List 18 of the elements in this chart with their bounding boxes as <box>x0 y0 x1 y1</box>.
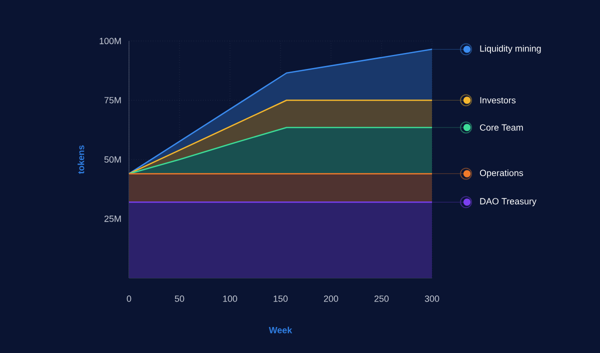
legend-label: Operations <box>480 170 524 178</box>
x-tick-label: 150 <box>274 296 288 302</box>
x-tick-label: 300 <box>424 296 440 302</box>
x-tick-label: 50 <box>174 296 184 302</box>
y-tick-label: 75M <box>104 97 121 104</box>
x-axis-title: Week <box>268 326 292 334</box>
y-tick-label: 25M <box>104 216 121 222</box>
y-tick-label: 100M <box>100 38 121 44</box>
legend-label: Investors <box>480 97 516 104</box>
x-tick-label: 0 <box>126 296 132 302</box>
x-tick-label: 100 <box>223 296 238 302</box>
x-tick-label: 200 <box>324 296 338 302</box>
x-tick-label: 250 <box>374 296 389 302</box>
y-tick-label: 50M <box>104 156 121 163</box>
legend-label: Liquidity mining <box>480 45 541 54</box>
legend-label: Core Team <box>480 124 523 131</box>
legend-label: DAO Treasury <box>480 198 536 206</box>
y-axis-title: tokens <box>78 145 84 174</box>
